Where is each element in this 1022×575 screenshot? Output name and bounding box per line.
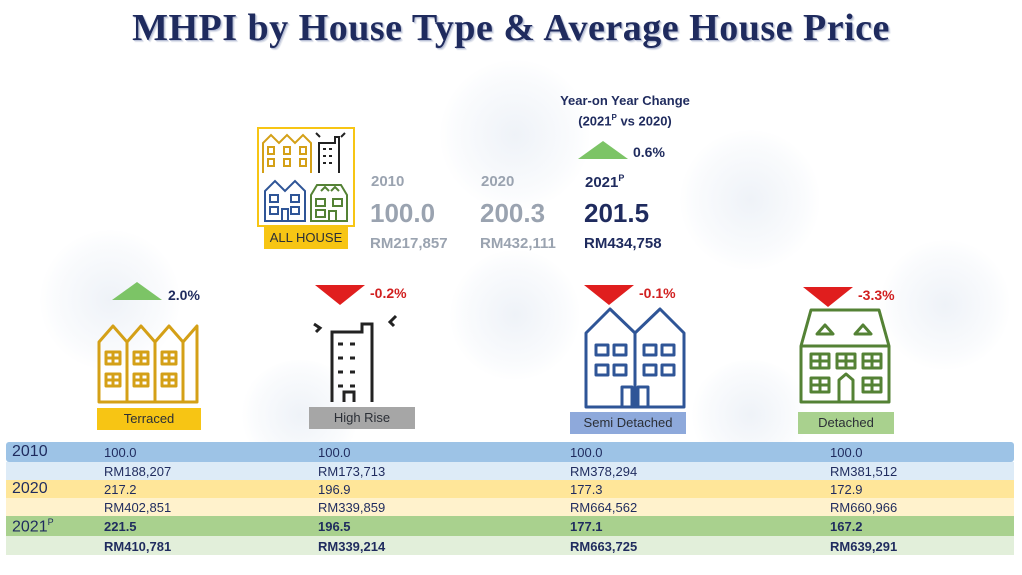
terraced-price-2010: RM188,207	[104, 464, 172, 479]
semi-detached-icon	[582, 305, 688, 416]
yoy-heading-line2: (2021P vs 2020)	[578, 113, 672, 129]
terraced-label: Terraced	[97, 408, 201, 430]
row-year-2021: 2021P	[12, 517, 54, 536]
row-2010-index-band	[6, 442, 1014, 462]
high-rise-label: High Rise	[309, 407, 415, 429]
row-2021-price-band	[6, 536, 1014, 555]
semi-detached-index-2010: 100.0	[570, 445, 603, 460]
all-house-price-2020: RM432,111	[480, 235, 556, 252]
down-arrow-icon	[803, 287, 853, 307]
row-2020-index-band	[6, 480, 1014, 498]
watermark-logo	[440, 60, 590, 210]
row-year-2010: 2010	[12, 443, 48, 460]
up-arrow-icon	[578, 141, 628, 159]
high-rise-price-2021: RM339,214	[318, 539, 386, 554]
high-rise-index-2010: 100.0	[318, 445, 351, 460]
row-2021-index-band	[6, 516, 1014, 536]
semi-detached-label: Semi Detached	[570, 412, 686, 434]
all-house-label: ALL HOUSE	[264, 227, 348, 249]
down-arrow-icon	[315, 285, 365, 305]
terraced-price-2020: RM402,851	[104, 500, 172, 515]
semi-detached-price-2021: RM663,725	[570, 539, 638, 554]
detached-house-icon	[795, 306, 895, 411]
yoy-heading-line1: Year-on Year Change	[560, 93, 690, 108]
semi-detached-price-2020: RM664,562	[570, 500, 638, 515]
terraced-house-icon	[95, 320, 205, 409]
high-rise-change: -0.2%	[370, 285, 407, 301]
all-house-index-2021: 201.5	[584, 198, 650, 228]
all-house-year-2010: 2010	[371, 173, 405, 190]
watermark-logo	[880, 240, 1010, 370]
terraced-price-2021: RM410,781	[104, 539, 172, 554]
high-rise-index-2020: 196.9	[318, 482, 351, 497]
detached-change: -3.3%	[858, 287, 895, 303]
all-house-change: 0.6%	[633, 144, 665, 160]
row-2020-price-band	[6, 498, 1014, 516]
detached-index-2020: 172.9	[830, 482, 863, 497]
terraced-index-2010: 100.0	[104, 445, 137, 460]
detached-price-2010: RM381,512	[830, 464, 898, 479]
semi-detached-price-2010: RM378,294	[570, 464, 638, 479]
watermark-logo	[40, 230, 180, 370]
detached-price-2021: RM639,291	[830, 539, 898, 554]
high-rise-icon	[310, 312, 400, 409]
semi-detached-index-2021: 177.1	[570, 519, 603, 534]
terraced-index-2021: 221.5	[104, 519, 137, 534]
page-title: MHPI by House Type & Average House Price	[132, 7, 890, 49]
terraced-change: 2.0%	[168, 287, 200, 303]
up-arrow-icon	[112, 282, 162, 300]
semi-detached-change: -0.1%	[639, 285, 676, 301]
detached-label: Detached	[798, 412, 894, 434]
all-house-index-2020: 200.3	[480, 198, 546, 228]
all-house-price-2021: RM434,758	[584, 235, 662, 252]
all-house-price-2010: RM217,857	[370, 235, 448, 252]
all-house-index-2010: 100.0	[370, 198, 436, 228]
row-year-2020: 2020	[12, 480, 48, 497]
yoy-heading: Year-on Year Change (2021P vs 2020)	[540, 92, 710, 129]
all-house-icon	[257, 127, 355, 227]
detached-index-2010: 100.0	[830, 445, 863, 460]
high-rise-index-2021: 196.5	[318, 519, 351, 534]
row-2010-price-band	[6, 462, 1014, 480]
detached-price-2020: RM660,966	[830, 500, 898, 515]
watermark-logo	[680, 130, 820, 270]
down-arrow-icon	[584, 285, 634, 305]
semi-detached-index-2020: 177.3	[570, 482, 603, 497]
detached-index-2021: 167.2	[830, 519, 863, 534]
watermark-logo	[450, 250, 580, 380]
high-rise-price-2010: RM173,713	[318, 464, 386, 479]
all-house-year-2020: 2020	[481, 173, 515, 190]
terraced-index-2020: 217.2	[104, 482, 137, 497]
all-house-year-2021: 2021P	[585, 173, 625, 191]
high-rise-price-2020: RM339,859	[318, 500, 386, 515]
